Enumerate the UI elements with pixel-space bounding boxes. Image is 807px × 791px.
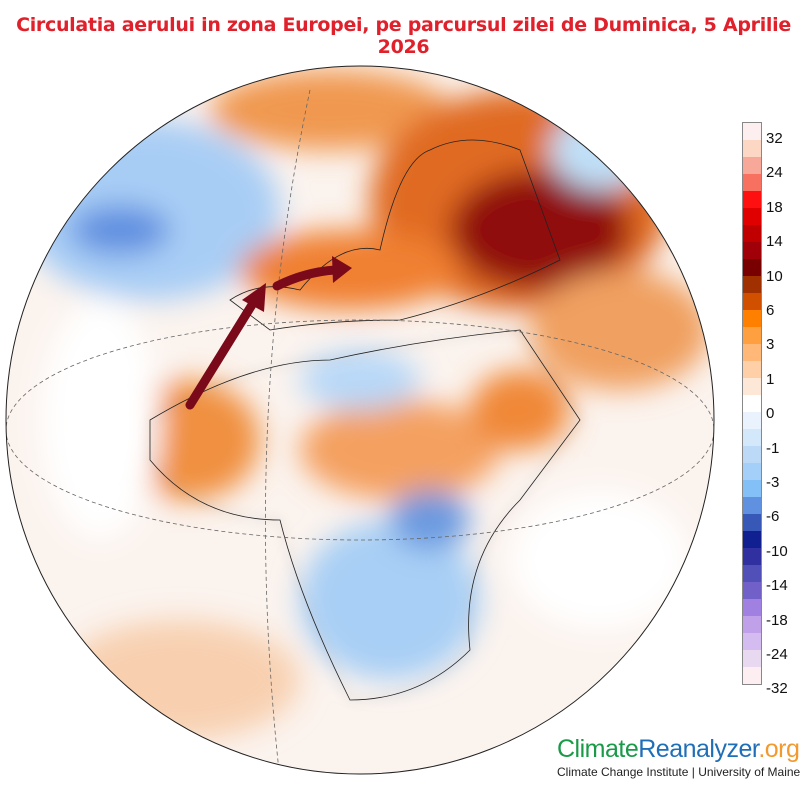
colorbar-label: 1: [766, 370, 775, 388]
colorbar-swatch: [743, 344, 761, 361]
colorbar-swatch: [743, 446, 761, 463]
colorbar-label: -24: [766, 646, 788, 663]
colorbar-swatch: [743, 242, 761, 259]
logo-climate: Climate: [557, 735, 639, 763]
airflow-arrows: [185, 256, 352, 410]
colorbar-swatch: [743, 429, 761, 446]
colorbar-swatch: [743, 582, 761, 599]
colorbar-swatch: [743, 514, 761, 531]
arrow-iberia-europe: [272, 265, 340, 291]
equator-line: [6, 319, 714, 541]
colorbar-swatch: [743, 225, 761, 242]
colorbar-label: 18: [766, 198, 783, 216]
colorbar-swatch: [743, 378, 761, 395]
colorbar: [742, 122, 762, 685]
colorbar-label: -14: [766, 577, 788, 595]
colorbar-label: -1: [766, 439, 780, 457]
map-title: Circulatia aerului in zona Europei, pe p…: [16, 14, 791, 58]
colorbar-swatch: [743, 174, 761, 191]
colorbar-label: 32: [766, 130, 783, 147]
colorbar-label: 24: [766, 164, 783, 182]
colorbar-label: -6: [766, 508, 780, 526]
colorbar-swatch: [743, 633, 761, 650]
colorbar-swatch: [743, 327, 761, 344]
colorbar-swatch: [743, 480, 761, 497]
colorbar-swatch: [743, 395, 761, 412]
arrowhead-icon: [242, 283, 266, 312]
colorbar-swatch: [743, 497, 761, 514]
colorbar-swatch: [743, 412, 761, 429]
colorbar-label: 10: [766, 267, 783, 285]
climate-reanalyzer-logo: ClimateReanalyzer.org Climate Change Ins…: [557, 735, 800, 779]
colorbar-swatch: [743, 310, 761, 327]
colorbar-swatch: [743, 191, 761, 208]
warm-anomaly-russia: [450, 170, 630, 290]
colorbar-swatch: [743, 276, 761, 293]
logo-reanalyzer: Reanalyzer: [638, 735, 759, 763]
colorbar-swatch: [743, 361, 761, 378]
colorbar-label: -10: [766, 542, 788, 560]
colorbar-swatch: [743, 599, 761, 616]
arrowhead-icon: [332, 256, 352, 283]
globe-outline: [5, 65, 715, 775]
colorbar-label: 3: [766, 336, 775, 354]
colorbar-label: 6: [766, 302, 775, 319]
arrow-africa-iberia: [185, 295, 260, 410]
colorbar-swatch: [743, 616, 761, 633]
meridian-line: [265, 89, 311, 774]
colorbar-swatch: [743, 123, 761, 140]
colorbar-label: -3: [766, 474, 780, 491]
colorbar-swatch: [743, 259, 761, 276]
warm-anomaly-europe: [240, 230, 460, 310]
colorbar-swatch: [743, 531, 761, 548]
colorbar-label: 0: [766, 405, 775, 423]
colorbar-swatch: [743, 293, 761, 310]
colorbar-swatch: [743, 208, 761, 225]
colorbar-swatch: [743, 565, 761, 582]
colorbar-swatch: [743, 548, 761, 565]
colorbar-swatch: [743, 157, 761, 174]
colorbar-label: -32: [766, 680, 788, 698]
colorbar-label: 14: [766, 233, 783, 251]
colorbar-swatch: [743, 650, 761, 667]
logo-subtitle: Climate Change Institute | University of…: [557, 765, 801, 779]
colorbar-label: -18: [766, 611, 788, 629]
logo-org: .org: [758, 735, 800, 763]
globe-map: [5, 65, 715, 775]
colorbar-swatch: [743, 463, 761, 480]
colorbar-swatch: [743, 140, 761, 157]
cold-anomaly-southern-africa: [300, 520, 480, 680]
colorbar-swatch: [743, 667, 761, 684]
